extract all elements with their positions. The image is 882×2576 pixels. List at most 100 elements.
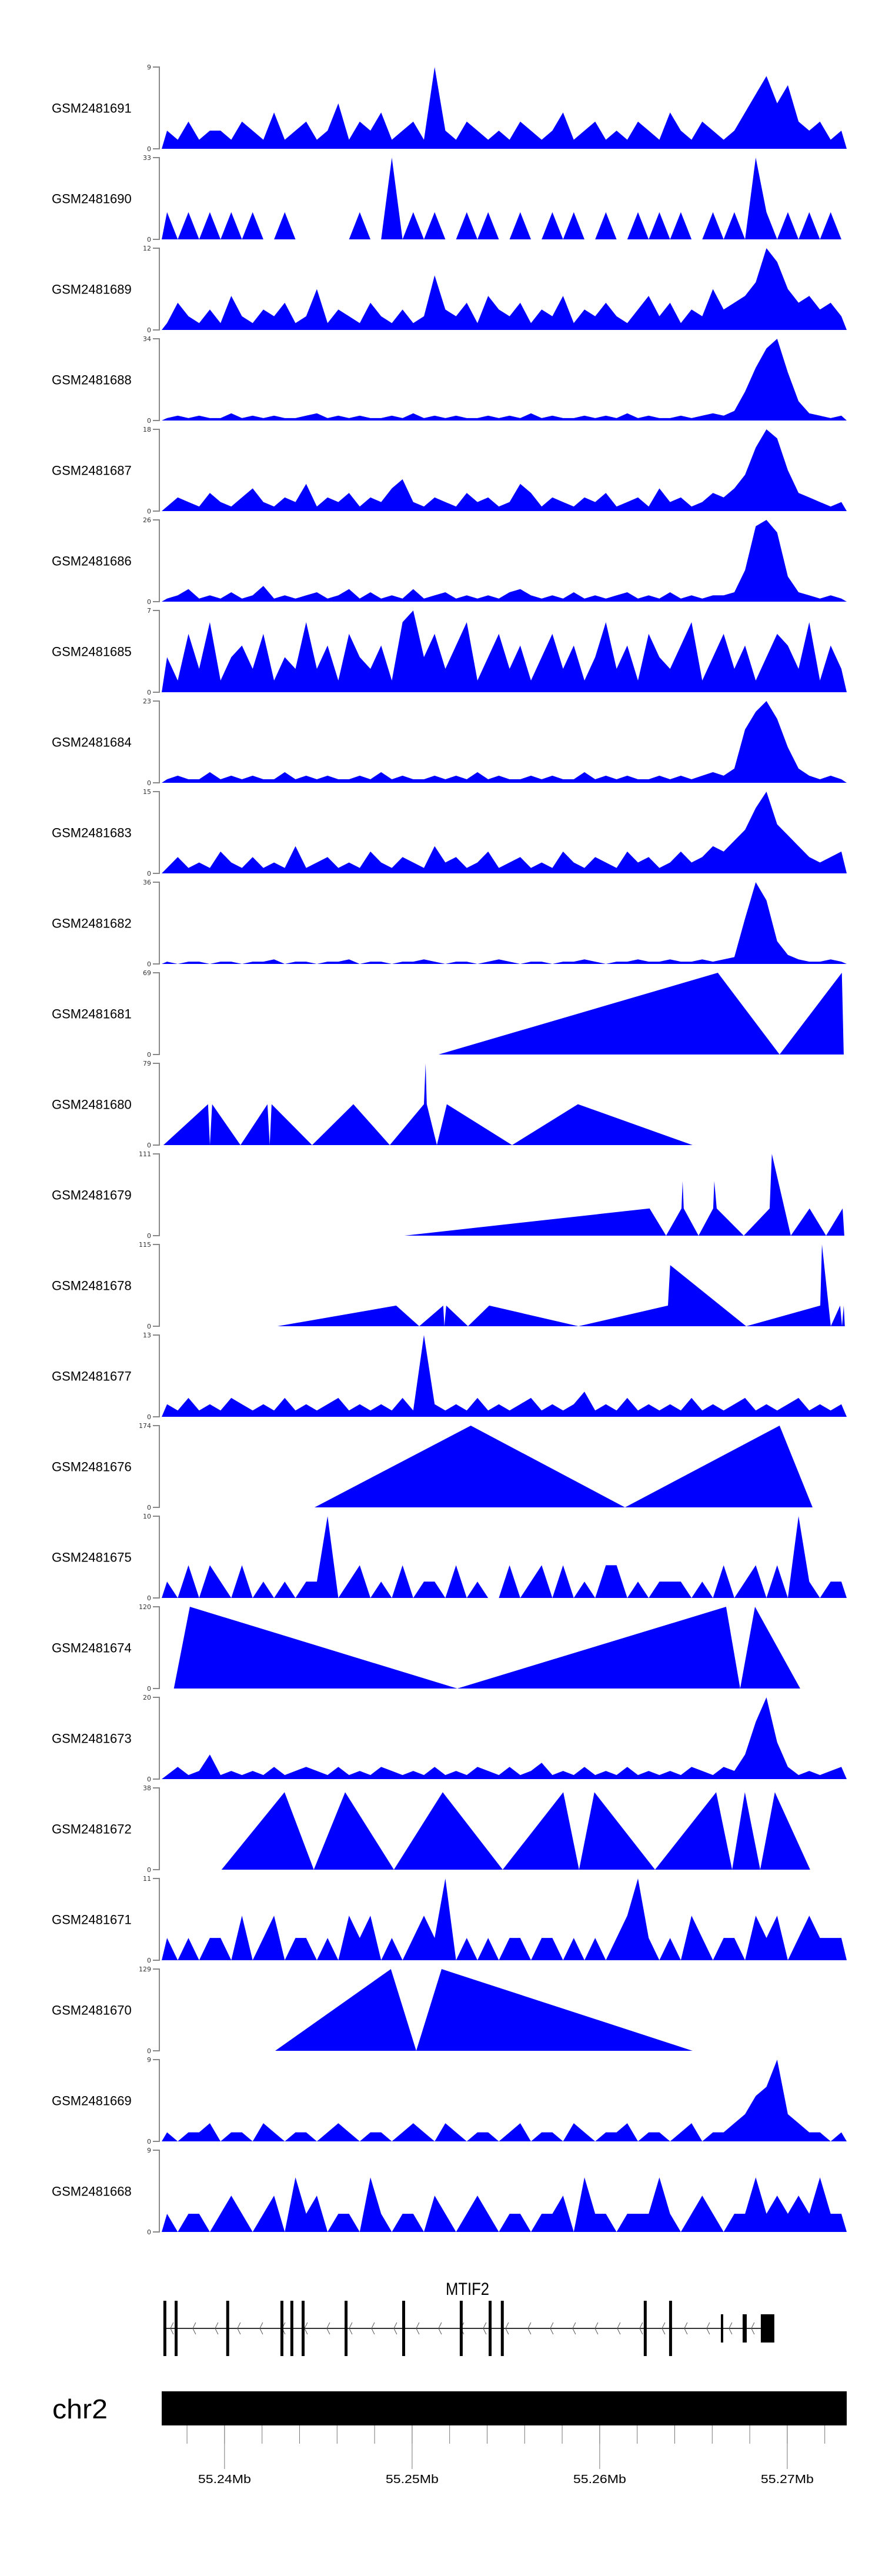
track-label: GSM2481684: [52, 735, 132, 750]
y-tick-max: 111: [139, 1150, 151, 1158]
track-GSM2481672: GSM2481672 38 0: [52, 1784, 810, 1874]
track-label: GSM2481673: [52, 1731, 132, 1746]
y-axis: [153, 972, 160, 1055]
y-axis: [153, 338, 160, 421]
track-label: GSM2481671: [52, 1913, 132, 1927]
y-tick-max: 33: [143, 154, 151, 162]
y-tick-max: 115: [139, 1241, 151, 1249]
track-label: GSM2481678: [52, 1279, 132, 1293]
y-tick-max: 79: [143, 1060, 151, 1067]
chromosome-label: chr2: [52, 2394, 108, 2424]
track-label: GSM2481685: [52, 645, 132, 659]
y-tick-min: 0: [147, 960, 151, 968]
strand-arrow-icon: [192, 2322, 196, 2335]
exon: [643, 2301, 647, 2356]
y-axis: [153, 1697, 160, 1780]
y-axis: [153, 429, 160, 512]
track-GSM2481689: GSM2481689 12 0: [52, 245, 847, 334]
strand-arrow-icon: [639, 2322, 643, 2335]
exon-utr: [760, 2314, 774, 2343]
y-axis: [153, 791, 160, 874]
exon: [489, 2301, 492, 2356]
track-GSM2481673: GSM2481673 20 0: [52, 1694, 847, 1783]
signal-area: [275, 1969, 693, 2051]
exon: [669, 2301, 672, 2356]
strand-arrow-icon: [706, 2322, 710, 2335]
y-tick-max: 13: [143, 1332, 151, 1339]
y-tick-max: 120: [139, 1603, 151, 1611]
signal-area: [162, 1697, 847, 1779]
y-tick-min: 0: [147, 508, 151, 515]
y-tick-max: 26: [143, 516, 151, 524]
signal-area: [162, 882, 847, 964]
y-axis: [153, 882, 160, 965]
y-axis: [153, 2059, 160, 2142]
signal-area: [162, 2060, 847, 2141]
track-GSM2481675: GSM2481675 10 0: [52, 1513, 847, 1602]
track-GSM2481678: GSM2481678 115 0: [52, 1241, 845, 1330]
track-GSM2481670: GSM2481670 129 0: [52, 1966, 693, 2055]
strand-arrow-icon: [594, 2322, 599, 2335]
signal-area: [221, 1792, 810, 1870]
track-GSM2481674: GSM2481674 120 0: [52, 1603, 800, 1693]
signal-area: [162, 339, 847, 421]
signal-area: [162, 67, 847, 149]
y-tick-min: 0: [147, 1776, 151, 1783]
strand-arrow-icon: [483, 2322, 487, 2335]
y-tick-max: 11: [143, 1875, 151, 1883]
tick-label: 55.27Mb: [761, 2473, 814, 2486]
y-tick-min: 0: [147, 417, 151, 425]
strand-arrow-icon: [684, 2322, 688, 2335]
strand-arrow-icon: [259, 2322, 263, 2335]
track-label: GSM2481672: [52, 1822, 132, 1837]
y-tick-min: 0: [147, 2047, 151, 2055]
y-axis: [153, 1787, 160, 1870]
track-GSM2481682: GSM2481682 36 0: [52, 879, 847, 968]
y-tick-max: 9: [147, 64, 151, 71]
y-tick-max: 36: [143, 879, 151, 886]
exon: [345, 2301, 348, 2356]
y-axis: [153, 2150, 160, 2233]
exon: [500, 2301, 504, 2356]
y-tick-max: 23: [143, 698, 151, 705]
exon: [290, 2301, 293, 2356]
signal-area: [162, 1335, 847, 1417]
track-label: GSM2481686: [52, 554, 132, 569]
y-tick-max: 20: [143, 1694, 151, 1701]
track-label: GSM2481676: [52, 1460, 132, 1474]
y-tick-max: 174: [139, 1422, 151, 1430]
y-axis: [153, 700, 160, 783]
tick-label: 55.25Mb: [386, 2473, 439, 2486]
track-GSM2481668: GSM2481668 9 0: [52, 2147, 847, 2236]
track-GSM2481687: GSM2481687 18 0: [52, 426, 847, 515]
signal-area: [162, 248, 847, 330]
track-label: GSM2481688: [52, 373, 132, 388]
track-label: GSM2481691: [52, 101, 132, 116]
track-GSM2481688: GSM2481688 34 0: [52, 335, 847, 425]
y-tick-max: 34: [143, 335, 151, 343]
y-tick-min: 0: [147, 1323, 151, 1330]
track-label: GSM2481670: [52, 2003, 132, 2018]
y-axis: [153, 157, 160, 240]
y-tick-min: 0: [147, 1051, 151, 1059]
track-label: GSM2481683: [52, 826, 132, 840]
exon: [280, 2301, 283, 2356]
strand-arrow-icon: [662, 2322, 666, 2335]
track-GSM2481684: GSM2481684 23 0: [52, 698, 847, 787]
y-axis: [153, 610, 160, 693]
strand-arrow-icon: [237, 2322, 241, 2335]
track-GSM2481679: GSM2481679 111 0: [52, 1150, 844, 1240]
exon: [301, 2301, 305, 2356]
tick-label: 55.24Mb: [198, 2473, 251, 2486]
signal-area: [162, 610, 847, 692]
signal-area: [162, 429, 847, 511]
y-axis: [153, 248, 160, 331]
y-axis: [153, 1606, 160, 1689]
track-GSM2481676: GSM2481676 174 0: [52, 1422, 813, 1511]
y-tick-min: 0: [147, 1957, 151, 1964]
track-label: GSM2481675: [52, 1550, 132, 1565]
signal-area: [162, 520, 847, 602]
y-tick-min: 0: [147, 1142, 151, 1149]
track-GSM2481669: GSM2481669 9 0: [52, 2056, 847, 2145]
